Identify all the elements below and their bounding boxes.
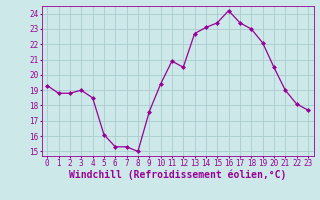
X-axis label: Windchill (Refroidissement éolien,°C): Windchill (Refroidissement éolien,°C)	[69, 169, 286, 180]
